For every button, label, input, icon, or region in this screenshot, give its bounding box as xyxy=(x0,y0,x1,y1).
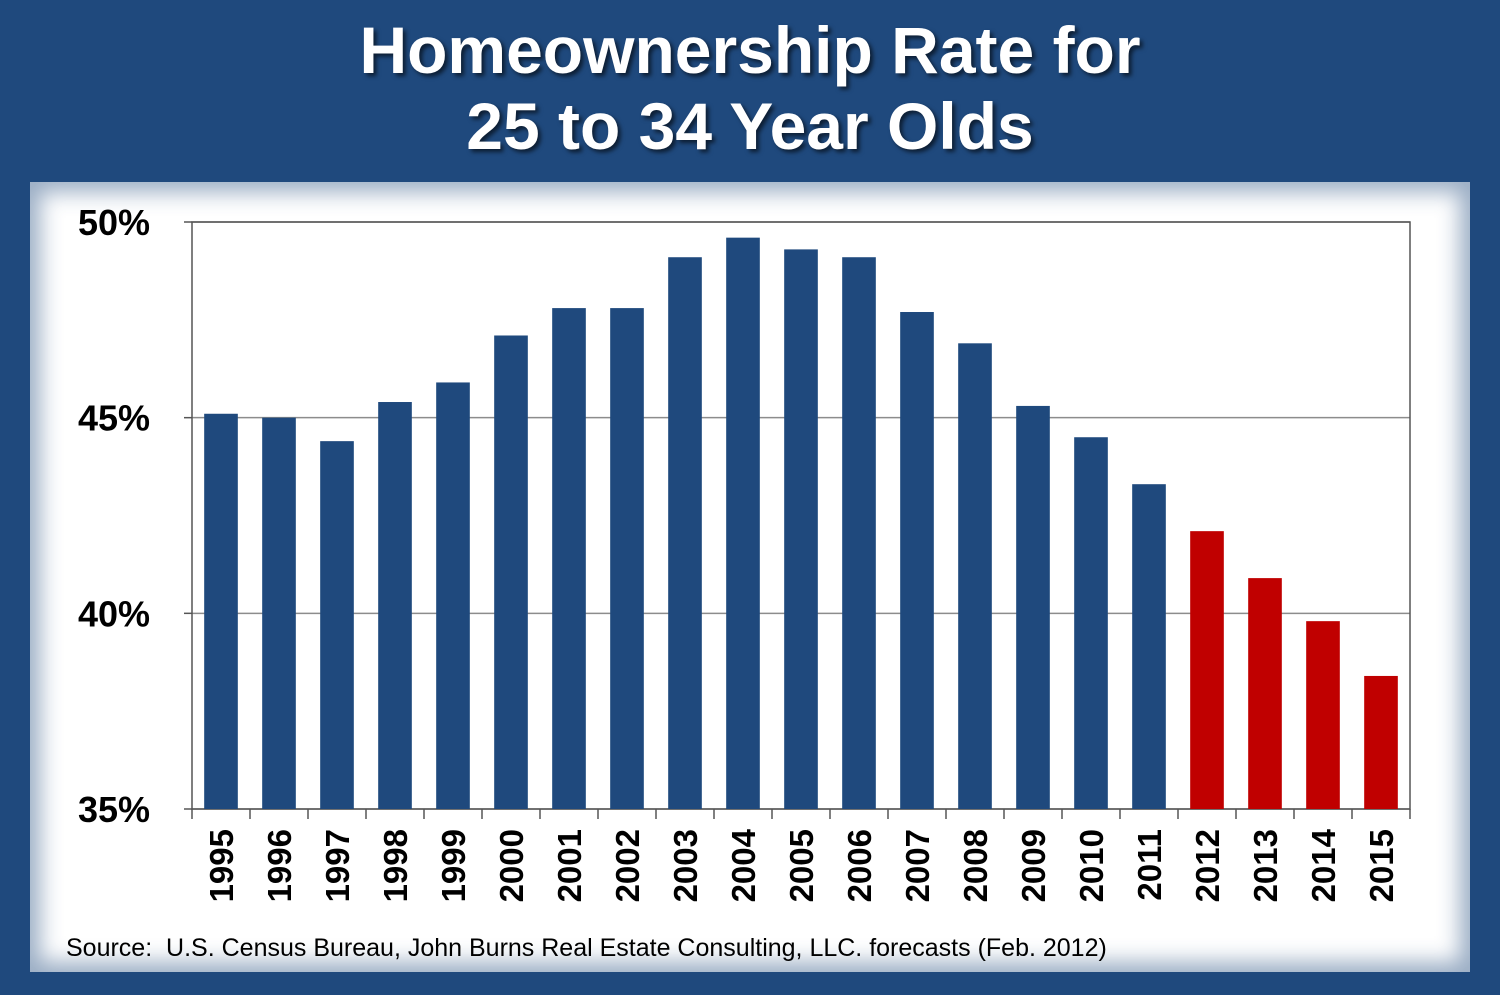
x-tick-label: 2013 xyxy=(1247,829,1284,902)
bar-2009 xyxy=(1016,405,1050,809)
chart-title: Homeownership Rate for 25 to 34 Year Old… xyxy=(0,12,1500,164)
x-tick-label: 2000 xyxy=(493,829,530,902)
y-tick-label: 45% xyxy=(78,398,150,439)
y-tick-label: 50% xyxy=(78,202,150,243)
x-tick-label: 2012 xyxy=(1189,829,1226,902)
y-tick-label: 35% xyxy=(78,789,150,830)
x-tick-label: 2005 xyxy=(783,829,820,902)
bar-2007 xyxy=(900,312,934,809)
x-tick-label: 2004 xyxy=(725,828,762,902)
bar-2013 xyxy=(1248,578,1282,809)
bar-2000 xyxy=(494,335,528,809)
bar-2015 xyxy=(1364,675,1398,809)
bar-2010 xyxy=(1074,437,1108,809)
bar-2014 xyxy=(1306,621,1340,809)
title-line-1: Homeownership Rate for xyxy=(359,13,1141,87)
y-tick-label: 40% xyxy=(78,593,150,634)
x-tick-label: 2009 xyxy=(1015,829,1052,902)
x-tick-label: 1998 xyxy=(377,829,414,902)
x-tick-label: 2003 xyxy=(667,829,704,902)
bar-2008 xyxy=(958,343,992,809)
bar-1996 xyxy=(262,417,296,809)
x-tick-label: 1999 xyxy=(435,829,472,902)
bar-2003 xyxy=(668,257,702,810)
bar-1995 xyxy=(204,413,238,809)
x-tick-label: 1996 xyxy=(261,829,298,902)
x-tick-label: 1995 xyxy=(203,829,240,902)
bar-2005 xyxy=(784,249,818,810)
title-line-2: 25 to 34 Year Olds xyxy=(466,89,1034,163)
x-tick-label: 2002 xyxy=(609,829,646,902)
bar-1999 xyxy=(436,382,470,809)
source-note: Source: U.S. Census Bureau, John Burns R… xyxy=(66,934,1107,962)
x-tick-label: 2001 xyxy=(551,829,588,902)
x-tick-label: 2007 xyxy=(899,829,936,902)
x-tick-label: 2006 xyxy=(841,829,878,902)
x-tick-label: 2008 xyxy=(957,829,994,902)
bar-2011 xyxy=(1132,484,1166,809)
bar-1998 xyxy=(378,402,412,809)
x-tick-label: 2015 xyxy=(1363,829,1400,902)
bar-2006 xyxy=(842,257,876,810)
x-tick-label: 1997 xyxy=(319,829,356,902)
bar-2002 xyxy=(610,308,644,809)
bar-2004 xyxy=(726,237,760,810)
x-tick-label: 2010 xyxy=(1073,829,1110,902)
x-tick-label: 2014 xyxy=(1305,828,1342,902)
x-tick-label: 2011 xyxy=(1131,829,1168,901)
bar-2001 xyxy=(552,308,586,809)
bar-1997 xyxy=(320,441,354,809)
bar-2012 xyxy=(1190,531,1224,809)
